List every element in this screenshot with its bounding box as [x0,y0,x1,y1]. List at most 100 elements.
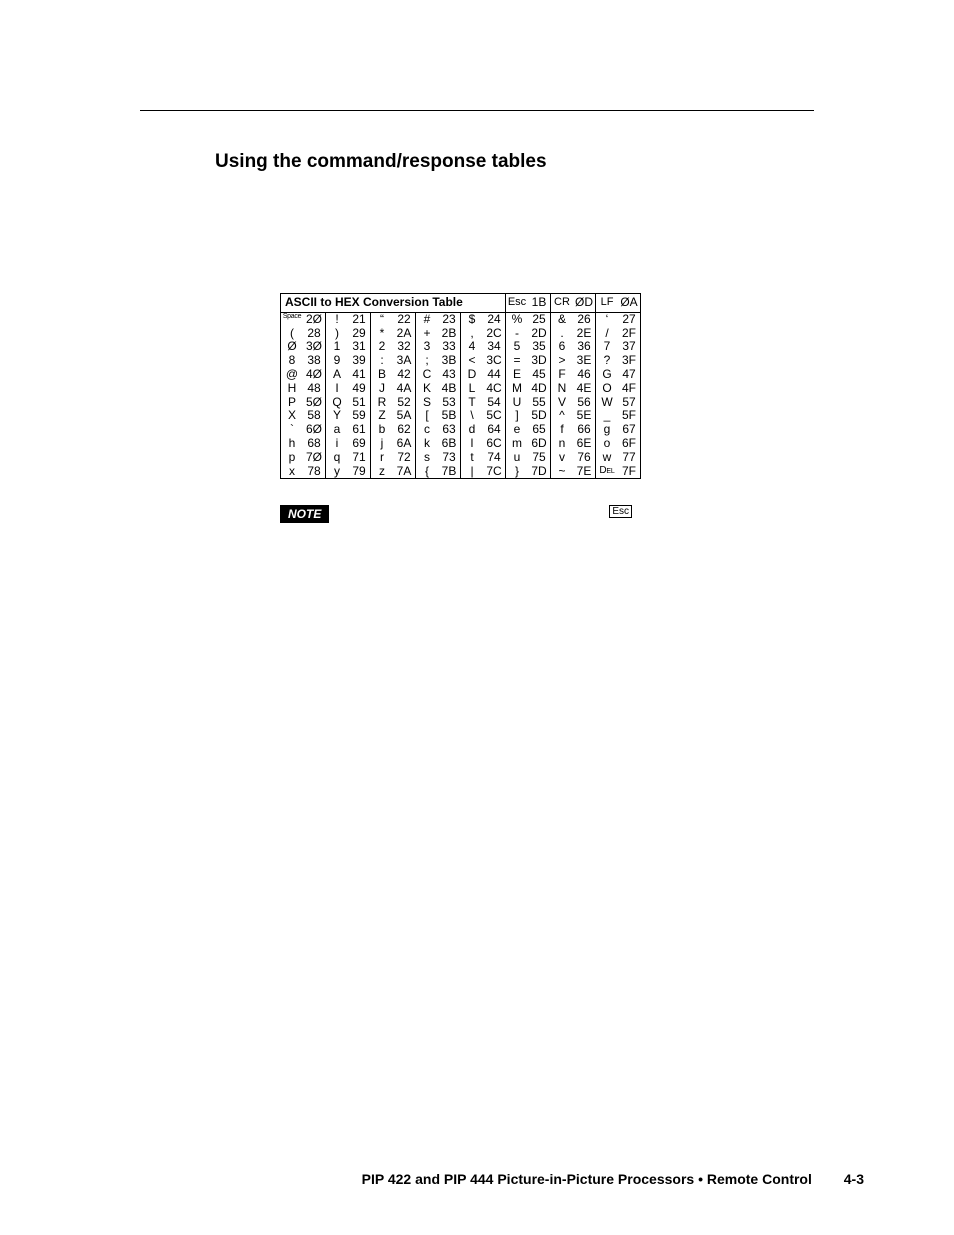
table-cell: k6B [416,437,461,451]
cell-hex: 37 [618,340,640,354]
cell-hex: 51 [348,396,370,410]
table-title: ASCII to HEX Conversion Table [281,294,506,313]
table-row: Space2Ø!21“22#23$24%25&26‘27 [281,312,641,326]
table-cell: O4F [596,382,641,396]
cell-hex: 76 [573,451,595,465]
cell-hex: 36 [573,340,595,354]
cell-char: w [596,451,618,465]
cell-char: - [506,327,528,341]
cell-hex: 56 [573,396,595,410]
table-cell: |7C [461,465,506,479]
cell-char: D [461,368,483,382]
cell-char: X [281,409,303,423]
cell-char: ( [281,327,303,341]
cell-hex: 54 [483,396,505,410]
table-cell: w77 [596,451,641,465]
table-cell: !21 [326,312,371,326]
cell-char: > [551,354,573,368]
cell-hex: 4A [393,382,415,396]
cell-char: # [416,313,438,327]
cell-hex: 7C [483,465,505,479]
table-cell: {7B [416,465,461,479]
cell-hex: 5A [393,409,415,423]
cell-hex: 6D [528,437,550,451]
table-cell: +2B [416,327,461,341]
table-cell: F46 [551,368,596,382]
table-cell: 939 [326,354,371,368]
cell-char: Q [326,396,348,410]
cell-hex: 6C [483,437,505,451]
cell-hex: 75 [528,451,550,465]
cell-hex: 27 [618,313,640,327]
cell-hex: 23 [438,313,460,327]
table-cell: $24 [461,312,506,326]
cell-char: Z [371,409,393,423]
table-cell: n6E [551,437,596,451]
footer-page-number: 4-3 [844,1171,864,1187]
cell-hex: 5E [573,409,595,423]
cell-hex: 6E [573,437,595,451]
cell-char: g [596,423,618,437]
cell-char: O [596,382,618,396]
cell-hex: 71 [348,451,370,465]
cell-char: o [596,437,618,451]
cell-hex: 45 [528,368,550,382]
cell-char: U [506,396,528,410]
cell-hex: 46 [573,368,595,382]
cell-hex: 7D [528,465,550,479]
table-cell: “22 [371,312,416,326]
cell-hex: 4C [483,382,505,396]
cell-char: 8 [281,354,303,368]
cell-char: $ [461,313,483,327]
cell-hex: 21 [348,313,370,327]
table-row: H48I49J4AK4BL4CM4DN4EO4F [281,382,641,396]
cell-char: G [596,368,618,382]
header-pair-lf: LF ØA [596,294,641,313]
table-row: 838939:3A;3B<3C=3D>3E?3F [281,354,641,368]
cell-hex: 57 [618,396,640,410]
cell-hex: 65 [528,423,550,437]
cell-char: % [506,313,528,327]
table-cell: W57 [596,396,641,410]
table-cell: j6A [371,437,416,451]
cell-hex: 53 [438,396,460,410]
table-body: Space2Ø!21“22#23$24%25&26‘27(28)29*2A+2B… [281,312,641,479]
cell-char: , [461,327,483,341]
cell-char: : [371,354,393,368]
cell-hex: 31 [348,340,370,354]
cell-char: R [371,396,393,410]
table-cell: G47 [596,368,641,382]
table-cell: L4C [461,382,506,396]
table-row: Ø3Ø131232333434535636737 [281,340,641,354]
cell-hex: 39 [348,354,370,368]
table-cell: c63 [416,423,461,437]
cell-hex: 2Ø [303,313,325,327]
cell-hex: 7F [618,465,640,479]
cell-hex: 7Ø [303,451,325,465]
header-char: Esc [506,296,528,310]
cell-char: V [551,396,573,410]
cell-hex: 5B [438,409,460,423]
table-cell: r72 [371,451,416,465]
cell-char: . [551,327,573,341]
table-cell: I49 [326,382,371,396]
table-cell: A41 [326,368,371,382]
cell-char: v [551,451,573,465]
cell-char: ? [596,354,618,368]
table-cell: S53 [416,396,461,410]
cell-hex: 35 [528,340,550,354]
cell-char: [ [416,409,438,423]
table-cell: )29 [326,327,371,341]
table-cell: J4A [371,382,416,396]
cell-hex: 61 [348,423,370,437]
cell-hex: 33 [438,340,460,354]
cell-char: T [461,396,483,410]
table-cell: y79 [326,465,371,479]
cell-char: 9 [326,354,348,368]
cell-char: H [281,382,303,396]
table-row: h68i69j6Ak6Bl6Cm6Dn6Eo6F [281,437,641,451]
cell-char: z [371,465,393,479]
header-hex: ØA [618,296,640,310]
cell-hex: 7E [573,465,595,479]
cell-hex: 55 [528,396,550,410]
